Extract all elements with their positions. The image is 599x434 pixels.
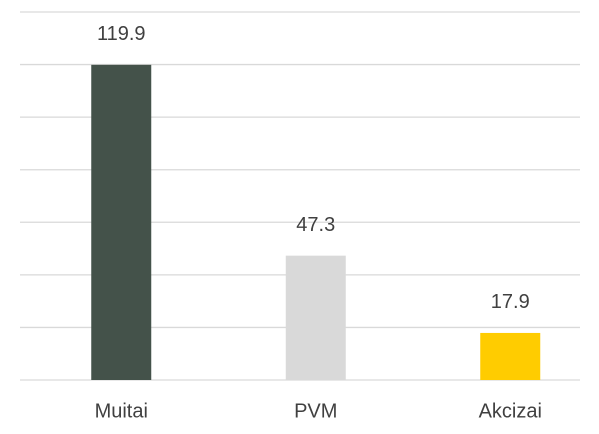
- value-label: 47.3: [296, 214, 335, 236]
- x-tick-label: Akcizai: [479, 400, 542, 422]
- x-tick-label: Muitai: [95, 400, 148, 422]
- bar: [480, 332, 541, 380]
- x-tick-label: PVM: [294, 400, 337, 422]
- bar: [285, 255, 346, 380]
- bar: [91, 64, 152, 380]
- value-label: 17.9: [491, 291, 530, 313]
- value-label: 119.9: [97, 23, 146, 45]
